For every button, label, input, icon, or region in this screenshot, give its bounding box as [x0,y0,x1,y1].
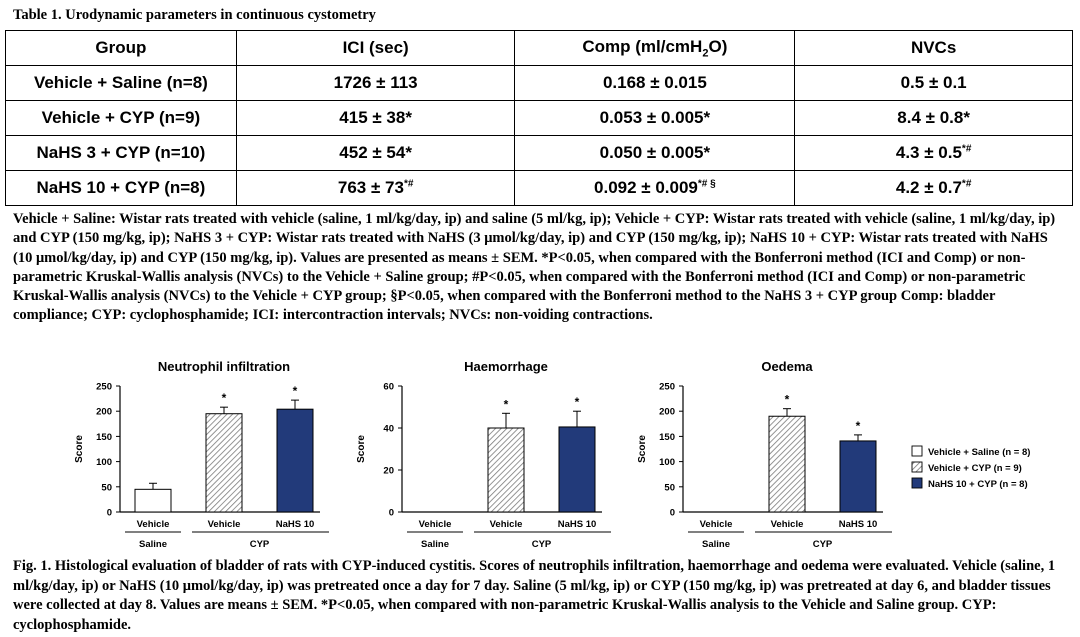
cell-group: Vehicle + CYP (n=9) [5,100,237,136]
bar [276,408,314,513]
legend-swatch [911,445,923,457]
y-tick-label: 100 [96,457,112,468]
x-tick-label: Vehicle [137,519,170,530]
y-tick-label: 0 [389,508,394,519]
table-header-row: Group ICI (sec) Comp (ml/cmH2O) NVCs [5,30,1073,66]
cell-group: NaHS 10 + CYP (n=8) [5,170,237,206]
cell-group: Vehicle + Saline (n=8) [5,65,237,101]
cell-comp: 0.168 ± 0.015 [514,65,796,101]
table-row: Vehicle + CYP (n=9) 415 ± 38* 0.053 ± 0.… [5,100,1073,136]
bar [487,427,525,513]
header-nvcs: NVCs [794,30,1073,66]
significance-mark: * [575,395,580,409]
cell-nvcs: 8.4 ± 0.8* [794,100,1073,136]
y-tick-label: 150 [659,432,675,443]
significance-mark: * [222,391,227,405]
chart-0: Neutrophil infiltration 0 50 100 150 200 250 Sc… [74,359,329,550]
cell-nvcs: 4.2 ± 0.7*# [794,170,1073,206]
x-tick-label: NaHS 10 [558,519,597,530]
cell-group: NaHS 3 + CYP (n=10) [5,135,237,171]
bar [558,426,596,513]
group-label: CYP [532,539,552,550]
x-tick-label: Vehicle [419,519,452,530]
table-row: NaHS 10 + CYP (n=8) 763 ± 73*# 0.092 ± 0… [5,170,1073,206]
cell-nvcs: 0.5 ± 0.1 [794,65,1073,101]
header-comp: Comp (ml/cmH2O) [514,30,796,66]
legend-label: Vehicle + Saline (n = 8) [928,447,1030,458]
significance-mark: * [785,393,790,407]
significance-mark: * [856,419,861,433]
group-label: Saline [139,539,167,550]
bar [839,440,877,513]
legend-label: NaHS 10 + CYP (n = 8) [928,479,1028,490]
header-ici: ICI (sec) [235,30,516,66]
y-tick-label: 150 [96,432,112,443]
cell-comp: 0.092 ± 0.009*# § [514,170,796,206]
x-tick-label: NaHS 10 [276,519,315,530]
y-tick-label: 200 [96,407,112,418]
legend: Vehicle + Saline (n = 8) Vehicle + CYP (n… [911,445,1030,490]
y-tick-label: 200 [659,407,675,418]
cell-ici: 452 ± 54* [235,135,516,171]
legend-swatch [911,461,923,473]
data-table: Group ICI (sec) Comp (ml/cmH2O) NVCs Veh… [5,30,1073,206]
bar [768,415,806,513]
y-tick-label: 250 [659,382,675,393]
x-tick-label: Vehicle [771,519,804,530]
chart-1: Haemorrhage 0 20 40 60 Score Vehicle * Vehicle * N… [356,359,611,550]
group-label: Saline [702,539,730,550]
chart-title: Neutrophil infiltration [158,359,290,374]
bar [134,488,172,513]
cell-ici: 763 ± 73*# [235,170,516,206]
x-tick-label: Vehicle [208,519,241,530]
cell-comp: 0.050 ± 0.005* [514,135,796,171]
y-tick-label: 0 [107,508,112,519]
figure-caption: Fig. 1. Histological evaluation of bladd… [13,558,1056,633]
cell-ici: 1726 ± 113 [235,65,516,101]
table-row: NaHS 3 + CYP (n=10) 452 ± 54* 0.050 ± 0.… [5,135,1073,171]
significance-mark: * [504,397,509,411]
figure-panel: Neutrophil infiltration050100150200250Sc… [74,359,1030,550]
y-tick-label: 40 [383,424,394,435]
table-row: Vehicle + Saline (n=8) 1726 ± 113 0.168 … [5,65,1073,101]
group-label: Saline [421,539,449,550]
y-tick-label: 50 [101,482,112,493]
y-axis-label: Score [356,435,367,463]
y-tick-label: 50 [664,482,675,493]
chart-2: Oedema 0 50 100 150 200 250 Score Vehicle * Vehicl… [637,359,892,550]
significance-mark: * [293,384,298,398]
group-label: CYP [250,539,270,550]
y-tick-label: 20 [383,466,394,477]
y-axis-label: Score [637,435,648,463]
group-label: CYP [813,539,833,550]
table-footnote: Vehicle + Saline: Wistar rats treated wi… [13,211,1056,324]
chart-title: Oedema [761,359,813,374]
legend-swatch [911,477,923,489]
x-tick-label: Vehicle [490,519,523,530]
y-tick-label: 0 [670,508,675,519]
chart-title: Haemorrhage [464,359,548,374]
bar [205,413,243,513]
legend-label: Vehicle + CYP (n = 9) [928,463,1022,474]
cell-nvcs: 4.3 ± 0.5*# [794,135,1073,171]
table-title: Table 1. Urodynamic parameters in contin… [13,7,376,23]
y-tick-label: 60 [383,382,394,393]
header-group: Group [5,30,237,66]
x-tick-label: Vehicle [700,519,733,530]
x-tick-label: NaHS 10 [839,519,878,530]
y-axis-label: Score [74,435,85,463]
cell-comp: 0.053 ± 0.005* [514,100,796,136]
cell-ici: 415 ± 38* [235,100,516,136]
y-tick-label: 250 [96,382,112,393]
y-tick-label: 100 [659,457,675,468]
